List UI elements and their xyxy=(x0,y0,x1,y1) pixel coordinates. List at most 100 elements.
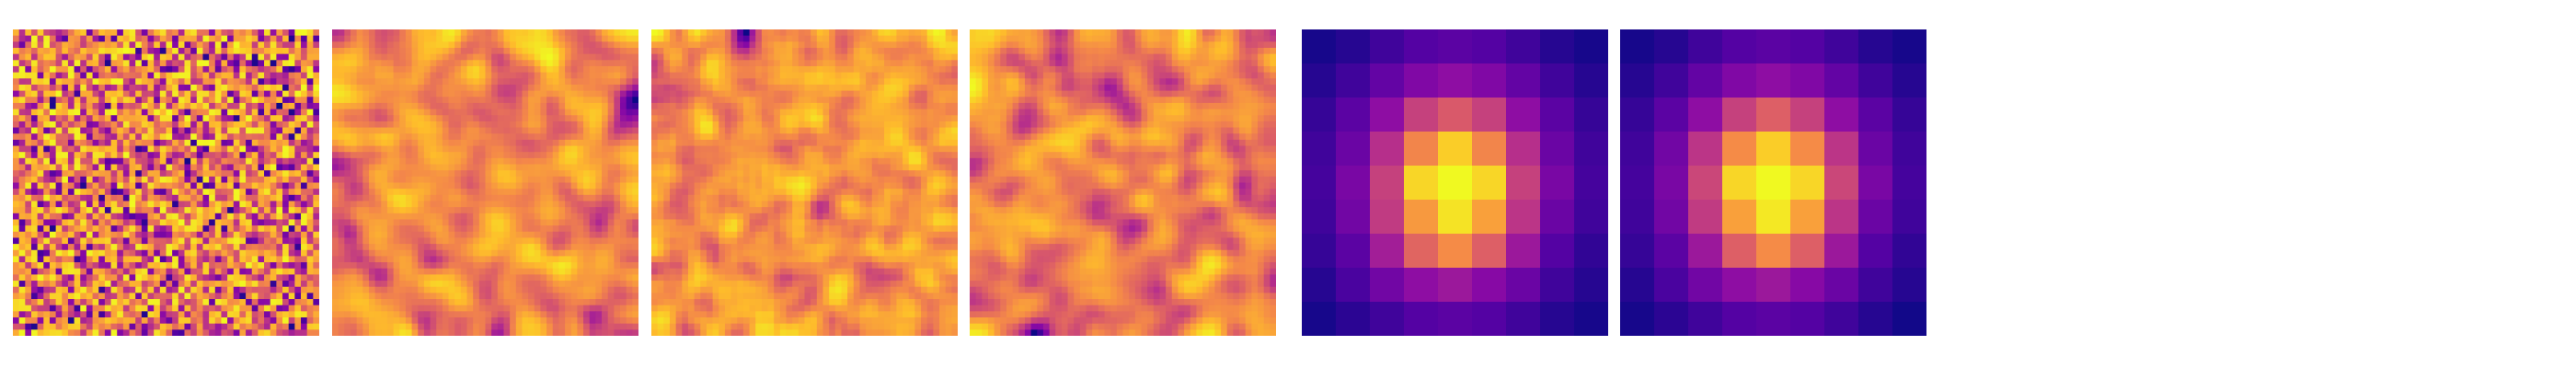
noise-pixel xyxy=(510,97,517,104)
noise-pixel xyxy=(632,102,638,110)
noise-pixel xyxy=(430,207,437,214)
noise-pixel xyxy=(30,145,39,153)
noise-pixel xyxy=(626,268,633,275)
noise-pixel xyxy=(313,65,319,74)
noise-pixel xyxy=(497,145,505,153)
noise-pixel xyxy=(534,35,542,42)
noise-pixel xyxy=(13,29,20,37)
noise-pixel xyxy=(258,102,265,110)
noise-pixel xyxy=(282,109,290,116)
noise-pixel xyxy=(166,65,173,74)
noise-pixel xyxy=(166,53,173,61)
noise-pixel xyxy=(405,139,413,147)
noise-pixel xyxy=(49,102,57,110)
noise-pixel xyxy=(202,182,210,190)
noise-pixel xyxy=(25,157,32,166)
noise-pixel xyxy=(423,72,431,79)
noise-pixel xyxy=(503,121,511,129)
noise-pixel xyxy=(178,170,186,178)
noise-pixel xyxy=(620,65,627,74)
noise-pixel xyxy=(565,109,572,116)
noise-pixel xyxy=(154,323,161,330)
noise-pixel xyxy=(381,182,388,190)
noise-pixel xyxy=(178,65,186,74)
noise-pixel xyxy=(270,47,277,55)
noise-pixel xyxy=(288,311,295,318)
noise-pixel xyxy=(30,189,39,196)
noise-pixel xyxy=(25,286,32,293)
noise-pixel xyxy=(233,157,241,166)
noise-pixel xyxy=(558,213,566,221)
noise-pixel xyxy=(399,152,407,159)
noise-pixel xyxy=(221,65,228,74)
noise-pixel xyxy=(460,323,468,330)
noise-pixel xyxy=(491,84,499,92)
noise-pixel xyxy=(214,311,223,318)
noise-pixel xyxy=(442,256,450,263)
noise-pixel xyxy=(411,170,419,178)
noise-pixel xyxy=(583,182,591,190)
noise-pixel xyxy=(74,65,81,74)
noise-pixel xyxy=(540,274,547,282)
noise-pixel xyxy=(166,323,173,330)
noise-pixel xyxy=(620,102,627,110)
noise-pixel xyxy=(577,170,584,178)
noise-pixel xyxy=(386,29,395,37)
noise-pixel xyxy=(122,323,131,330)
noise-pixel xyxy=(74,194,81,202)
noise-pixel xyxy=(18,231,26,239)
noise-pixel xyxy=(122,299,131,306)
noise-pixel xyxy=(282,182,290,190)
noise-pixel xyxy=(166,152,173,159)
noise-pixel xyxy=(246,157,253,166)
noise-pixel xyxy=(25,305,32,312)
noise-pixel xyxy=(583,60,591,67)
noise-pixel xyxy=(614,299,621,306)
noise-pixel xyxy=(129,323,136,330)
noise-pixel xyxy=(522,244,529,251)
noise-pixel xyxy=(478,311,487,318)
noise-pixel xyxy=(288,194,295,202)
noise-pixel xyxy=(221,121,228,129)
noise-pixel xyxy=(362,286,370,293)
noise-pixel xyxy=(110,268,118,275)
noise-pixel xyxy=(306,84,314,92)
noise-pixel xyxy=(233,127,241,134)
noise-pixel xyxy=(147,262,155,270)
noise-pixel xyxy=(55,102,63,110)
noise-pixel xyxy=(147,139,155,147)
noise-pixel xyxy=(558,109,566,116)
noise-pixel xyxy=(80,139,87,147)
noise-pixel xyxy=(227,182,235,190)
noise-pixel xyxy=(602,78,609,86)
noise-pixel xyxy=(37,90,44,98)
noise-pixel xyxy=(399,176,407,184)
noise-pixel xyxy=(190,65,198,74)
noise-pixel xyxy=(214,115,223,122)
noise-pixel xyxy=(159,78,167,86)
noise-pixel xyxy=(350,305,358,312)
noise-pixel xyxy=(18,29,26,37)
noise-pixel xyxy=(510,115,517,122)
noise-pixel xyxy=(491,65,499,74)
noise-pixel xyxy=(565,47,572,55)
noise-pixel xyxy=(196,225,204,233)
noise-pixel xyxy=(55,78,63,86)
noise-pixel xyxy=(270,65,277,74)
noise-pixel xyxy=(43,121,51,129)
noise-pixel xyxy=(166,102,173,110)
noise-pixel xyxy=(460,207,468,214)
noise-pixel xyxy=(49,29,57,37)
noise-pixel xyxy=(67,29,75,37)
noise-pixel xyxy=(13,317,20,325)
noise-pixel xyxy=(350,323,358,330)
noise-pixel xyxy=(534,133,542,141)
noise-pixel xyxy=(214,323,223,330)
noise-pixel xyxy=(448,145,455,153)
noise-pixel xyxy=(607,176,615,184)
noise-pixel xyxy=(626,109,633,116)
noise-pixel xyxy=(184,281,191,288)
noise-pixel xyxy=(565,157,572,166)
noise-pixel xyxy=(503,65,511,74)
noise-pixel xyxy=(442,207,450,214)
